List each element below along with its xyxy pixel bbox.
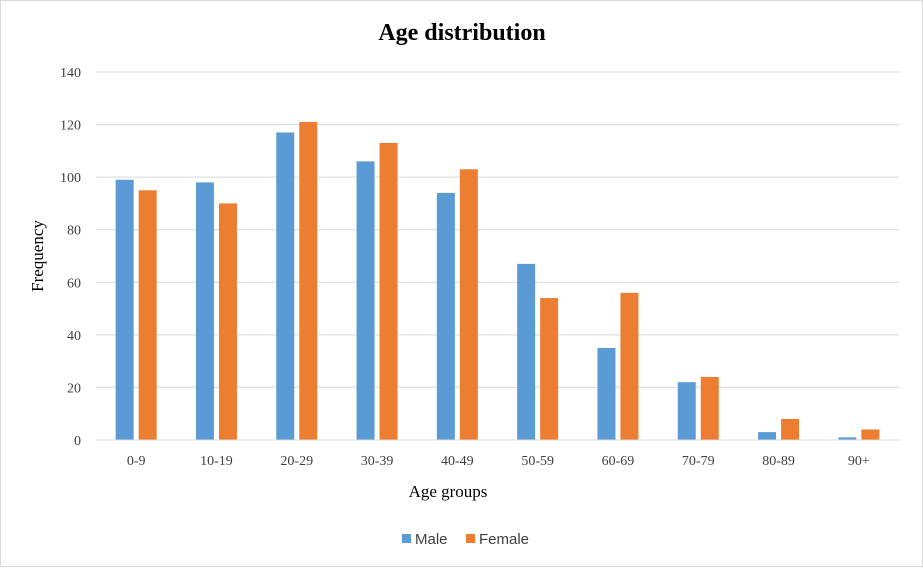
x-tick-label: 0-9: [127, 454, 146, 469]
legend-label-female: Female: [479, 531, 529, 548]
bar-female-0-9: [138, 190, 157, 440]
x-tick-label: 50-59: [521, 454, 554, 469]
y-tick-label: 0: [74, 434, 81, 449]
bar-male-20-29: [276, 132, 295, 440]
legend-label-male: Male: [415, 531, 448, 548]
x-axis-ticks: 0-9 10-19 20-29 30-39 40-49 50-59 60-69 70-79 80…: [127, 454, 870, 469]
bar-female-90+: [861, 429, 880, 440]
y-axis-label: Frequency: [28, 220, 47, 292]
y-axis-ticks: 0 20 40 60 80 100 120 140: [60, 66, 81, 449]
x-tick-label: 60-69: [602, 454, 635, 469]
x-tick-label: 30-39: [361, 454, 394, 469]
bar-female-40-49: [459, 169, 478, 440]
bar-male-70-79: [677, 382, 696, 440]
y-tick-label: 100: [60, 171, 81, 186]
bar-male-30-39: [356, 161, 375, 440]
y-tick-label: 140: [60, 66, 81, 81]
x-tick-label: 90+: [848, 454, 870, 469]
legend: Male Female: [402, 531, 529, 548]
bar-male-40-49: [436, 192, 455, 440]
bar-male-80-89: [758, 432, 777, 440]
bar-female-10-19: [218, 203, 237, 440]
x-axis-label: Age groups: [409, 482, 488, 501]
bar-female-20-29: [299, 121, 318, 440]
chart-title: Age distribution: [378, 20, 545, 46]
gridlines: [96, 71, 899, 388]
bars: [115, 121, 880, 440]
y-tick-label: 40: [67, 329, 81, 344]
y-tick-label: 20: [67, 381, 81, 396]
bar-female-60-69: [620, 292, 639, 440]
bar-male-60-69: [597, 348, 616, 440]
bar-male-0-9: [115, 179, 134, 440]
x-tick-label: 20-29: [280, 454, 313, 469]
bar-male-50-59: [517, 263, 536, 440]
bar-female-30-39: [379, 142, 398, 440]
bar-female-50-59: [540, 298, 559, 440]
x-tick-label: 70-79: [682, 454, 715, 469]
bar-female-70-79: [700, 376, 719, 440]
legend-swatch-female: [466, 534, 475, 543]
x-tick-label: 40-49: [441, 454, 474, 469]
x-tick-label: 80-89: [762, 454, 795, 469]
bar-male-90+: [838, 437, 857, 440]
legend-swatch-male: [402, 534, 411, 543]
y-tick-label: 80: [67, 224, 81, 239]
y-tick-label: 120: [60, 119, 81, 134]
x-tick-label: 10-19: [200, 454, 233, 469]
bar-male-10-19: [195, 182, 214, 440]
y-tick-label: 60: [67, 276, 81, 291]
bar-female-80-89: [781, 418, 800, 440]
